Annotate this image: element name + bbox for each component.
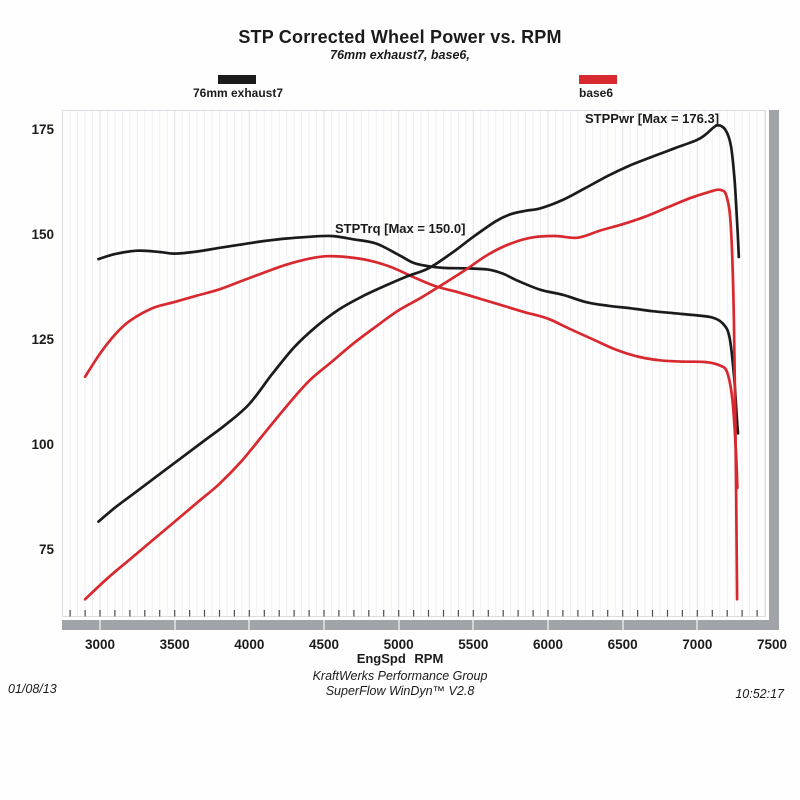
- footer-software: SuperFlow WinDyn™ V2.8: [325, 684, 475, 698]
- x-tick-label-4500: 4500: [308, 637, 339, 652]
- bar-seam-3500: [173, 620, 176, 630]
- y-tick-label-175: 175: [31, 122, 54, 137]
- bar-seam-3000: [99, 620, 101, 630]
- bar-seam-4500: [322, 620, 325, 630]
- bar-seam-4000: [248, 620, 251, 630]
- bar-seam-5500: [472, 620, 475, 630]
- x-tick-label-7500: 7500: [756, 637, 787, 652]
- bar-seam-7000: [696, 620, 699, 630]
- curve-76mm-exhaust7-STPPwr: [97, 123, 741, 523]
- legend-label-76mm-exhaust7: 76mm exhaust7: [192, 86, 284, 100]
- y-tick-label-100: 100: [31, 437, 54, 452]
- curve-base6-STPTrq: [83, 254, 739, 490]
- x-tick-label-5000: 5000: [383, 637, 414, 652]
- x-tick-label-6500: 6500: [607, 637, 638, 652]
- footer-date: 01/08/13: [8, 682, 57, 696]
- x-tick-label-5500: 5500: [458, 637, 489, 652]
- x-axis-shadow-bar: [62, 620, 779, 630]
- chart-title: STP Corrected Wheel Power vs. RPM: [238, 27, 562, 47]
- bar-seam-6500: [621, 620, 624, 630]
- x-axis-title: EngSpd RPM: [356, 651, 444, 666]
- x-tick-label-7000: 7000: [682, 637, 713, 652]
- plot-area: [62, 110, 766, 617]
- y-tick-label-150: 150: [31, 227, 54, 242]
- annotation-stppwr-max: STPPwr [Max = 176.3]: [585, 111, 720, 126]
- x-tick-label-3500: 3500: [159, 637, 190, 652]
- x-tick-label-3000: 3000: [84, 637, 116, 652]
- dyno-curves-svg: [62, 110, 766, 617]
- legend-label-base6: base6: [579, 86, 614, 100]
- footer-time: 10:52:17: [735, 687, 784, 701]
- legend-swatch-base6: [579, 75, 617, 84]
- bar-seam-6000: [546, 620, 549, 630]
- footer-company: KraftWerks Performance Group: [312, 669, 488, 683]
- x-tick-label-4000: 4000: [234, 637, 265, 652]
- curve-base6-STPPwr: [83, 188, 739, 601]
- chart-subtitle: 76mm exhaust7, base6,: [330, 48, 470, 62]
- x-tick-label-6000: 6000: [532, 637, 563, 652]
- right-shadow-bar: [769, 110, 779, 630]
- legend-swatch-76mm-exhaust7: [218, 75, 256, 84]
- annotation-stptrq-max: STPTrq [Max = 150.0]: [335, 221, 466, 236]
- y-tick-label-75: 75: [38, 542, 54, 557]
- curve-76mm-exhaust7-STPTrq: [97, 234, 740, 435]
- bar-seam-5000: [397, 620, 400, 630]
- y-tick-label-125: 125: [31, 332, 54, 347]
